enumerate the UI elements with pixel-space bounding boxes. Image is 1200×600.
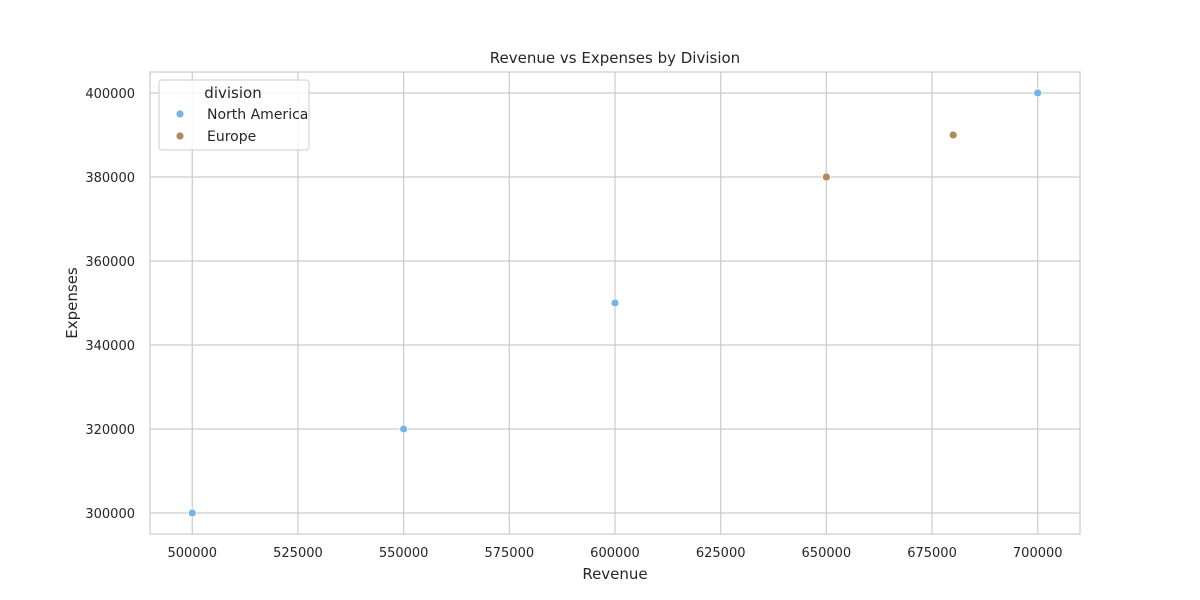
y-tick-labels: 300000 320000 340000 360000 380000 400000 [85,87,135,522]
x-tick-label: 650000 [802,546,852,561]
legend: division North America Europe [158,79,310,151]
y-tick-label: 320000 [85,423,135,438]
legend-title: division [204,84,261,102]
y-tick-label: 340000 [85,339,135,354]
x-tick-label: 525000 [273,546,323,561]
data-points [187,88,1043,518]
x-tick-label: 500000 [167,546,217,561]
legend-box [158,79,310,151]
x-tick-label: 625000 [696,546,746,561]
legend-label: North America [207,107,308,123]
data-point-north-america [187,508,197,518]
chart-title: Revenue vs Expenses by Division [490,49,740,67]
x-tick-label: 550000 [379,546,429,561]
data-point-north-america [610,298,620,308]
x-axis-label: Revenue [582,565,647,583]
plot-frame [149,71,1081,535]
x-tick-label: 575000 [484,546,534,561]
legend-marker [175,109,185,119]
y-tick-label: 380000 [85,171,135,186]
legend-marker [175,131,185,141]
y-tick-label: 400000 [85,87,135,102]
data-point-north-america [399,424,409,434]
data-point-north-america [1033,88,1043,98]
x-tick-labels: 500000 525000 550000 575000 600000 625000 6500… [167,546,1062,561]
grid [150,72,1080,534]
x-tick-label: 600000 [590,546,640,561]
x-tick-label: 675000 [907,546,957,561]
legend-entries: North America Europe [175,107,308,145]
data-point-europe [821,172,831,182]
y-axis-label: Expenses [63,267,81,339]
y-tick-label: 360000 [85,255,135,270]
data-point-europe [948,130,958,140]
legend-label: Europe [207,129,256,145]
x-tick-label: 700000 [1013,546,1063,561]
y-tick-label: 300000 [85,507,135,522]
